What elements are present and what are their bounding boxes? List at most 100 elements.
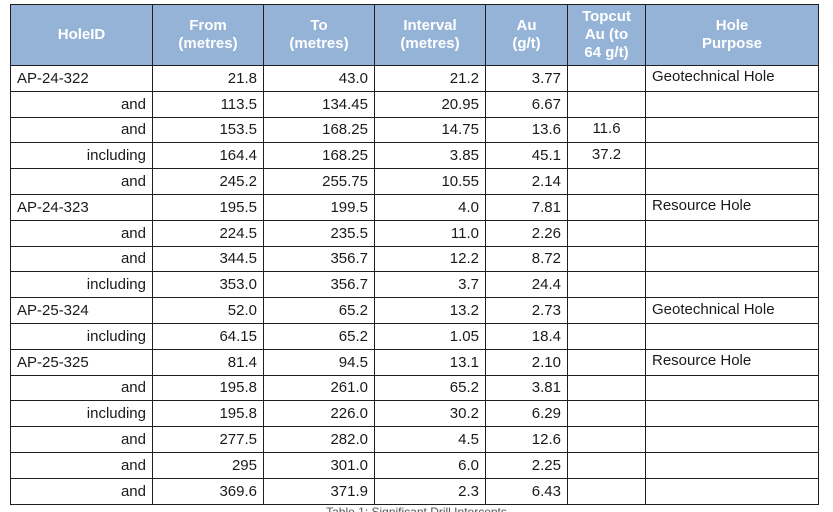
from-cell: 195.5 [152, 193, 264, 221]
table-row: and 224.5 235.5 11.0 2.26 [10, 219, 819, 247]
au-cell: 8.72 [485, 245, 568, 273]
topcut-cell [567, 65, 646, 92]
to-cell: 199.5 [263, 193, 375, 221]
interval-cell: 21.2 [374, 65, 486, 92]
interval-cell: 3.7 [374, 271, 486, 299]
topcut-cell [567, 90, 646, 118]
topcut-cell [567, 322, 646, 350]
purpose-cell [645, 400, 819, 428]
purpose-cell [645, 451, 819, 479]
topcut-cell [567, 168, 646, 195]
au-cell: 6.43 [485, 477, 568, 505]
interval-cell: 2.3 [374, 477, 486, 505]
au-cell: 3.81 [485, 374, 568, 402]
from-cell: 164.4 [152, 142, 264, 170]
topcut-cell [567, 271, 646, 299]
hole-id-cell: including [10, 322, 153, 350]
au-cell: 2.25 [485, 451, 568, 479]
interval-cell: 14.75 [374, 116, 486, 144]
to-cell: 226.0 [263, 400, 375, 428]
to-cell: 356.7 [263, 245, 375, 273]
col-header-to: To (metres) [263, 4, 375, 66]
purpose-cell: Geotechnical Hole [645, 297, 819, 324]
table-row: AP-24-322 21.8 43.0 21.2 3.77 Geotechnical Ho… [10, 65, 819, 92]
from-cell: 369.6 [152, 477, 264, 505]
au-cell: 2.26 [485, 219, 568, 247]
interval-cell: 4.0 [374, 193, 486, 221]
purpose-cell: Geotechnical Hole [645, 65, 819, 92]
from-cell: 224.5 [152, 219, 264, 247]
from-cell: 295 [152, 451, 264, 479]
topcut-cell [567, 400, 646, 428]
to-cell: 282.0 [263, 426, 375, 453]
topcut-cell [567, 451, 646, 479]
col-header-purpose: Hole Purpose [645, 4, 819, 66]
interval-cell: 13.2 [374, 297, 486, 324]
hole-id-cell: including [10, 400, 153, 428]
col-header-from: From (metres) [152, 4, 264, 66]
hole-id-cell: and [10, 426, 153, 453]
hole-id-cell: and [10, 477, 153, 505]
purpose-cell [645, 116, 819, 144]
table-row: and 195.8 261.0 65.2 3.81 [10, 374, 819, 402]
from-cell: 21.8 [152, 65, 264, 92]
interval-cell: 11.0 [374, 219, 486, 247]
interval-cell: 13.1 [374, 348, 486, 376]
interval-cell: 4.5 [374, 426, 486, 453]
table-row: including 353.0 356.7 3.7 24.4 [10, 271, 819, 299]
drill-results-table: HoleID From (metres) To (metres) Interval(… [10, 4, 819, 505]
au-cell: 12.6 [485, 426, 568, 453]
hole-id-cell: AP-25-325 [10, 348, 153, 376]
table-row: and 369.6 371.9 2.3 6.43 [10, 477, 819, 505]
to-cell: 356.7 [263, 271, 375, 299]
from-cell: 153.5 [152, 116, 264, 144]
table-row: and 113.5 134.45 20.95 6.67 [10, 90, 819, 118]
topcut-cell-text: 11.6 [592, 119, 621, 137]
purpose-cell [645, 271, 819, 299]
table-row: and 344.5 356.7 12.2 8.72 [10, 245, 819, 273]
table-caption: Table 1: Significant Drill Intercepts [326, 505, 507, 512]
col-header-au: Au (g/t) [485, 4, 568, 66]
table-row: including 64.15 65.2 1.05 18.4 [10, 322, 819, 350]
table-row: AP-25-325 81.4 94.5 13.1 2.10 Resource Hole [10, 348, 819, 376]
to-cell: 235.5 [263, 219, 375, 247]
from-cell: 195.8 [152, 374, 264, 402]
purpose-cell [645, 374, 819, 402]
interval-cell: 3.85 [374, 142, 486, 170]
from-cell: 52.0 [152, 297, 264, 324]
topcut-cell [567, 477, 646, 505]
to-cell: 255.75 [263, 168, 375, 195]
header-row: HoleID From (metres) To (metres) Interval(… [10, 4, 819, 66]
hole-id-cell: and [10, 90, 153, 118]
topcut-cell [567, 193, 646, 221]
to-cell: 371.9 [263, 477, 375, 505]
purpose-cell [645, 168, 819, 195]
purpose-cell: Resource Hole [645, 193, 819, 221]
from-cell: 344.5 [152, 245, 264, 273]
au-cell: 2.73 [485, 297, 568, 324]
table-row: including 195.8 226.0 30.2 6.29 [10, 400, 819, 428]
hole-id-cell: and [10, 168, 153, 195]
from-cell: 245.2 [152, 168, 264, 195]
purpose-cell [645, 477, 819, 505]
au-cell: 13.6 [485, 116, 568, 144]
table-row: and 295 301.0 6.0 2.25 [10, 451, 819, 479]
interval-cell: 65.2 [374, 374, 486, 402]
to-cell: 43.0 [263, 65, 375, 92]
purpose-cell-text: Resource Hole [652, 197, 752, 215]
au-cell: 24.4 [485, 271, 568, 299]
interval-cell: 1.05 [374, 322, 486, 350]
interval-cell: 30.2 [374, 400, 486, 428]
purpose-cell [645, 142, 819, 170]
from-cell: 277.5 [152, 426, 264, 453]
topcut-cell [567, 297, 646, 324]
hole-id-cell: and [10, 374, 153, 402]
to-cell: 301.0 [263, 451, 375, 479]
from-cell: 113.5 [152, 90, 264, 118]
hole-id-cell: and [10, 219, 153, 247]
topcut-cell: 37.2 [567, 142, 646, 170]
hole-id-cell: and [10, 451, 153, 479]
hole-id-cell: AP-24-323 [10, 193, 153, 221]
from-cell: 353.0 [152, 271, 264, 299]
to-cell: 65.2 [263, 297, 375, 324]
